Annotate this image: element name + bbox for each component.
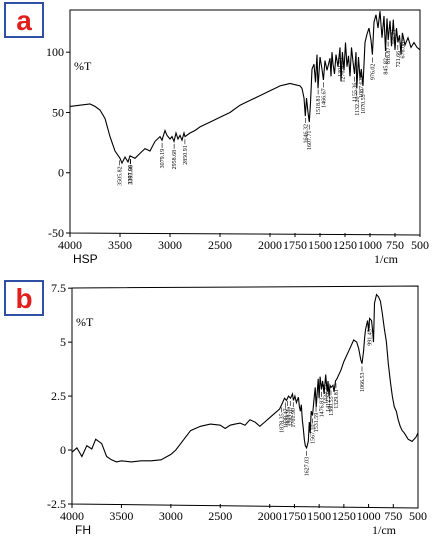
x-tick-label: 1250 [333, 238, 357, 252]
peak-label: 1466.67 [321, 88, 327, 108]
x-tick-label: 3000 [159, 509, 183, 523]
y-tick-label: 100 [46, 45, 64, 59]
peak-label: 1607.71 [307, 131, 313, 151]
peak-label: 1627.03 [305, 457, 311, 477]
peak-label: 1818.95 [286, 407, 292, 427]
panel-letter-a: a [4, 2, 44, 38]
peak-label: 3393.68 [129, 165, 135, 185]
peak-label: 991.45 [367, 329, 373, 346]
peak-label: 1132.20 [355, 96, 361, 115]
peak-label: 3079.19 [160, 149, 166, 169]
x-tick-label: 4000 [58, 238, 82, 252]
peak-label: 1066.53 [360, 373, 366, 393]
y-tick-label: -50 [48, 226, 64, 240]
y-axis-label: %T [74, 59, 92, 73]
peak-label: 1070.53 [361, 94, 367, 114]
x-tick-label: 500 [411, 238, 429, 252]
x-tick-label: 4000 [60, 509, 84, 523]
y-tick-label: 0 [58, 166, 64, 180]
x-tick-label: 2500 [208, 509, 232, 523]
peak-label: 1087.62 [359, 79, 365, 99]
peak-label: 766.71 [391, 29, 397, 45]
peak-label: 1276.93 [340, 63, 346, 82]
y-tick-label: 7.5 [51, 281, 66, 295]
peak-label: 1761.90 [291, 408, 297, 428]
peak-label: 3397.96 [128, 165, 134, 185]
y-tick-label: 2.5 [51, 389, 66, 403]
x-tick-label: 750 [386, 238, 404, 252]
y-axis-label: %T [76, 315, 94, 329]
plot-frame [69, 9, 421, 236]
peak-label: 2850.91 [183, 145, 189, 165]
x-tick-label: 3500 [108, 238, 132, 252]
x-tick-label: 1500 [308, 238, 332, 252]
peak-label: 1412.23 [326, 392, 332, 412]
peak-label: 1476.83 [319, 398, 325, 418]
spectrum-line [69, 11, 421, 165]
peak-label: 1838.47 [284, 408, 290, 428]
peak-label: 676.08 [400, 42, 406, 59]
y-tick-label: 0 [60, 443, 66, 457]
peak-label: 2958.68 [172, 150, 178, 170]
peak-label: 1646.32 [303, 124, 309, 144]
x-tick-label: 2500 [208, 238, 232, 252]
x-tick-label: 2000 [258, 509, 282, 523]
x-tick-label: 750 [384, 509, 402, 523]
peak-label: 1301.01 [338, 57, 344, 77]
peak-label: 1878.35 [280, 413, 286, 433]
x-tick-label: 1750 [283, 238, 307, 252]
spectrum-line [71, 293, 419, 463]
x-tick-label: 1000 [358, 238, 382, 252]
x-tick-label: 3500 [109, 509, 133, 523]
x-tick-label: 2000 [258, 238, 282, 252]
x-tick-label: 1000 [357, 509, 381, 523]
plot-frame [71, 285, 419, 509]
peak-label: 1518.81 [316, 95, 322, 115]
x-tick-label: 1500 [307, 509, 331, 523]
peak-label: 1531.59 [314, 413, 320, 433]
y-tick-label: 5 [60, 335, 66, 349]
peak-label: 1155.36 [352, 83, 358, 102]
x-tick-label: 1250 [332, 509, 356, 523]
peak-label: 721.66 [396, 51, 402, 68]
sample-label: HSP [73, 252, 98, 266]
peak-label: 1792.07 [288, 407, 294, 427]
x-axis-label: 1/cm [372, 523, 397, 537]
peak-label: 3505.82 [117, 166, 123, 186]
y-tick-label: 50 [52, 105, 64, 119]
sample-label: FH [75, 523, 91, 537]
x-tick-label: 3000 [158, 238, 182, 252]
peak-label: 1380.55 [329, 396, 335, 416]
peak-label: 1434.77 [324, 384, 330, 404]
peak-label: 1567.10 [311, 424, 317, 444]
peak-label: 845.82 [383, 58, 389, 75]
panel-letter-b: b [4, 280, 44, 316]
x-tick-label: 1750 [282, 509, 306, 523]
x-axis-label: 1/cm [374, 252, 399, 266]
peak-label: 976.02 [370, 64, 376, 80]
x-tick-label: 500 [409, 509, 427, 523]
y-tick-label: -2.5 [47, 497, 66, 511]
peak-label: 818.87 [386, 48, 392, 65]
peak-label: 1329.81 [334, 389, 340, 409]
